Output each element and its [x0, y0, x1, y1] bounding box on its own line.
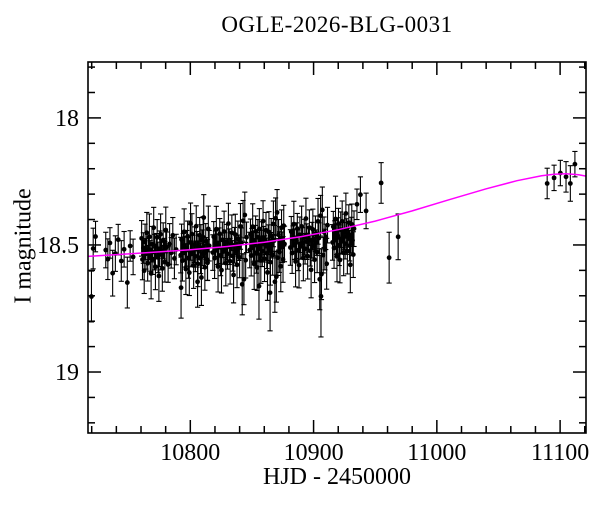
data-point [159, 244, 165, 292]
data-point [281, 225, 288, 263]
data-point [201, 194, 207, 241]
data-point [572, 150, 578, 178]
y-axis-label: I magnitude [10, 188, 37, 304]
data-point [124, 256, 130, 309]
data-point [92, 220, 99, 253]
data-point [264, 243, 271, 301]
data-point [324, 206, 331, 244]
data-point [350, 231, 356, 279]
data-point [567, 165, 573, 202]
data-point [250, 203, 256, 251]
data-point [303, 197, 309, 240]
plot-frame [87, 61, 587, 434]
plot-title: OGLE-2026-BLG-0031 [221, 12, 453, 37]
y-tick-label: 18 [55, 106, 79, 132]
data-point [351, 210, 357, 248]
data-point [107, 227, 113, 259]
data-point [378, 162, 384, 204]
data-point [241, 253, 247, 306]
data-point [178, 256, 184, 319]
data-point [354, 188, 360, 221]
data-point [88, 270, 95, 323]
data-point [215, 240, 221, 293]
data-point [395, 213, 401, 261]
data-points-layer [88, 150, 578, 338]
data-point [121, 230, 127, 268]
data-point [291, 200, 297, 248]
x-axis-label: HJD - 2450000 [263, 464, 411, 490]
data-point [115, 223, 121, 256]
axis-ticks [88, 62, 586, 433]
y-tick-label: 19 [55, 360, 79, 386]
data-point [344, 218, 350, 255]
data-point [127, 230, 133, 262]
data-point [544, 167, 550, 200]
data-point [296, 241, 302, 289]
x-tick-label: 10900 [284, 440, 344, 466]
data-point [274, 189, 280, 236]
x-tick-label: 11000 [407, 440, 466, 466]
data-point [118, 240, 124, 282]
data-point [337, 236, 343, 284]
data-point [386, 231, 392, 284]
data-point [243, 241, 249, 279]
data-point [254, 244, 260, 291]
data-point [243, 221, 250, 254]
data-point [551, 164, 557, 192]
data-point [357, 176, 364, 213]
data-point [557, 159, 563, 187]
data-point [202, 243, 208, 291]
data-point [110, 249, 116, 297]
data-point [130, 238, 136, 276]
y-tick-label: 18.5 [37, 233, 79, 259]
data-point [563, 161, 569, 193]
data-point [256, 252, 262, 320]
data-point [103, 231, 109, 269]
x-tick-label: 11100 [531, 440, 589, 466]
x-tick-label: 10800 [160, 440, 220, 466]
data-point [278, 240, 284, 293]
data-point [260, 200, 266, 242]
data-point [324, 237, 330, 290]
data-point [230, 246, 237, 304]
data-point [206, 229, 212, 262]
data-point [90, 227, 96, 270]
data-point [311, 236, 318, 284]
data-point [167, 223, 173, 265]
model-curve [87, 173, 587, 258]
data-point [234, 241, 240, 289]
data-point [343, 192, 349, 235]
data-point [154, 218, 160, 256]
